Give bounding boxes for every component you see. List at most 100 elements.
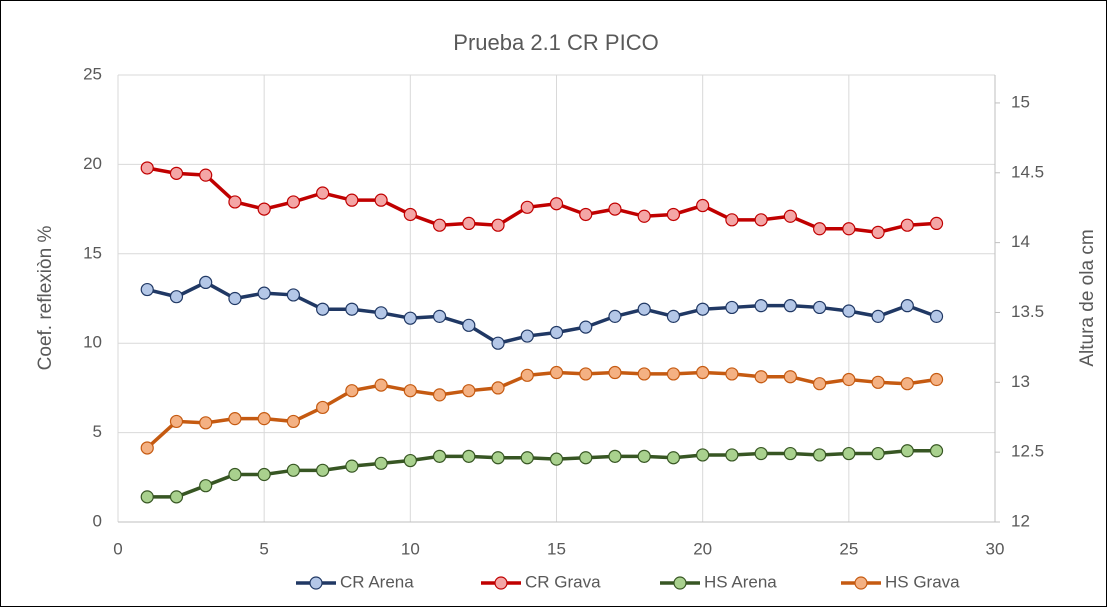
marker (900, 377, 914, 391)
marker (637, 209, 651, 223)
marker (929, 444, 944, 458)
marker (374, 193, 388, 207)
marker (345, 459, 359, 473)
marker (374, 378, 388, 392)
marker (491, 381, 505, 395)
x-tick-label: 15 (547, 539, 566, 558)
marker (432, 449, 447, 463)
y2-tick-label: 12.5 (1011, 442, 1044, 461)
x-tick-label: 0 (113, 539, 122, 558)
marker (871, 225, 885, 239)
series-line (146, 370, 937, 450)
marker (403, 311, 417, 325)
marker (549, 325, 564, 340)
marker (842, 372, 856, 387)
marker (637, 449, 651, 463)
marker (608, 202, 622, 216)
x-tick-label: 25 (839, 539, 858, 558)
marker (754, 446, 768, 461)
legend-marker (673, 576, 687, 590)
marker (812, 448, 827, 462)
marker (374, 306, 388, 320)
marker (228, 467, 242, 482)
marker (462, 318, 476, 332)
marker (579, 320, 593, 334)
marker (462, 216, 476, 231)
y2-tick-label: 14 (1011, 232, 1030, 251)
marker (725, 448, 739, 462)
marker (579, 451, 593, 465)
legend-label: CR Grava (525, 572, 601, 591)
marker (374, 456, 388, 470)
y2-tick-label: 15 (1011, 92, 1030, 111)
marker (666, 309, 681, 323)
series-line (146, 280, 938, 346)
marker (842, 446, 856, 461)
marker (696, 365, 710, 380)
marker (520, 368, 534, 382)
marker (462, 449, 476, 463)
marker (403, 453, 417, 468)
marker (754, 213, 768, 227)
marker (871, 375, 885, 389)
series-line (146, 166, 937, 235)
marker (286, 414, 300, 429)
marker (199, 275, 213, 290)
marker (432, 388, 447, 402)
marker (345, 193, 359, 207)
marker (286, 463, 300, 477)
marker (316, 302, 330, 316)
marker (900, 299, 914, 313)
marker (842, 222, 856, 236)
marker (783, 209, 797, 223)
marker (199, 479, 213, 493)
marker (549, 197, 564, 211)
marker (228, 291, 242, 306)
marker (462, 384, 476, 398)
marker (549, 365, 564, 380)
series-line (147, 449, 937, 499)
marker (316, 186, 330, 200)
marker (520, 329, 534, 343)
marker (754, 299, 768, 313)
marker (199, 416, 213, 430)
y-tick-label: 15 (83, 243, 102, 262)
marker (316, 463, 330, 477)
y2-tick-label: 12 (1011, 511, 1030, 530)
marker (812, 222, 827, 236)
x-tick-label: 5 (259, 539, 268, 558)
y2-axis-label: Altura de ola cm (1077, 229, 1098, 366)
marker (725, 213, 739, 227)
marker (579, 367, 593, 381)
y2-tick-label: 14.5 (1011, 162, 1044, 181)
marker (929, 309, 944, 323)
marker (812, 377, 827, 391)
marker (783, 370, 797, 384)
marker (696, 302, 710, 316)
y2-tick-label: 13 (1011, 372, 1030, 391)
marker (725, 300, 739, 315)
marker (403, 207, 417, 222)
x-tick-label: 10 (401, 539, 420, 558)
marker (316, 400, 330, 415)
marker (403, 384, 417, 398)
marker (929, 372, 944, 387)
marker (929, 216, 944, 231)
marker (725, 367, 739, 381)
legend-label: HS Grava (885, 572, 960, 591)
legend-marker (309, 576, 323, 590)
marker (637, 367, 651, 381)
marker (432, 309, 447, 323)
marker (608, 309, 622, 323)
marker (199, 168, 213, 182)
marker (579, 207, 593, 222)
marker (228, 195, 242, 209)
marker (286, 195, 300, 209)
legend-marker (494, 576, 508, 590)
marker (491, 218, 505, 232)
marker (783, 446, 797, 461)
marker (842, 304, 856, 318)
marker (140, 441, 154, 455)
